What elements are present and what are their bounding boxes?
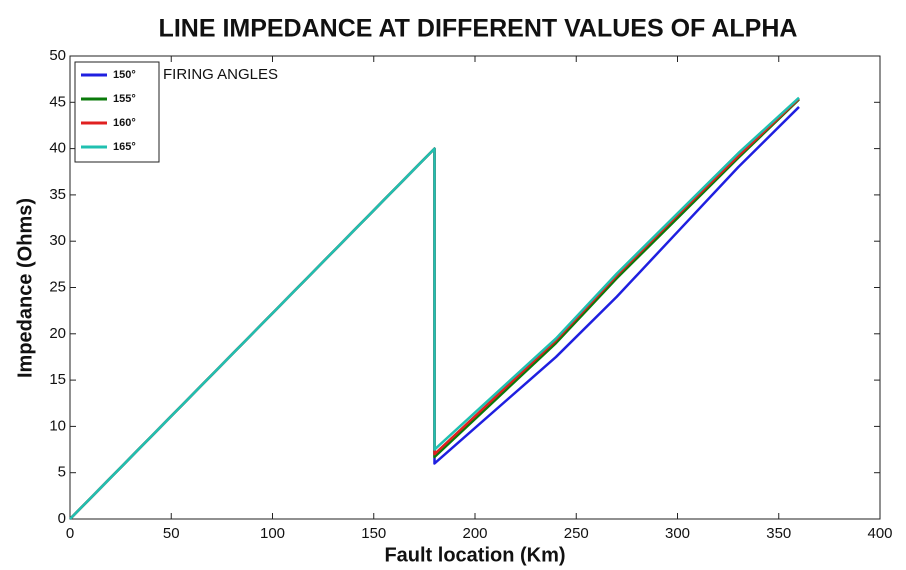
y-tick-label: 5 bbox=[58, 464, 66, 481]
y-tick-label: 50 bbox=[49, 47, 66, 64]
x-tick-label: 50 bbox=[163, 525, 180, 542]
annotation: FIRING ANGLES bbox=[163, 66, 278, 83]
chart-title: LINE IMPEDANCE AT DIFFERENT VALUES OF AL… bbox=[159, 15, 798, 43]
plot-frame bbox=[69, 55, 881, 520]
x-tick-label: 0 bbox=[66, 525, 74, 542]
x-tick-label: 350 bbox=[766, 525, 791, 542]
y-tick-label: 25 bbox=[49, 278, 66, 295]
x-tick-label: 400 bbox=[867, 525, 892, 542]
legend-label: 150° bbox=[113, 69, 136, 81]
y-tick-label: 15 bbox=[49, 371, 66, 388]
legend-label: 155° bbox=[113, 93, 136, 105]
series-line bbox=[69, 96, 800, 520]
x-tick-label: 200 bbox=[462, 525, 487, 542]
x-axis-label: Fault location (Km) bbox=[384, 544, 565, 566]
y-tick-label: 40 bbox=[49, 140, 66, 157]
y-tick-label: 0 bbox=[58, 510, 66, 527]
x-tick-label: 250 bbox=[564, 525, 589, 542]
x-tick-label: 300 bbox=[665, 525, 690, 542]
y-tick-label: 10 bbox=[49, 417, 66, 434]
x-tick-label: 150 bbox=[361, 525, 386, 542]
x-tick-label: 100 bbox=[260, 525, 285, 542]
legend-label: 160° bbox=[113, 117, 136, 129]
y-axis-label: Impedance (Ohms) bbox=[14, 198, 36, 378]
y-tick-label: 45 bbox=[49, 93, 66, 110]
legend-label: 165° bbox=[113, 141, 136, 153]
y-tick-label: 20 bbox=[49, 325, 66, 342]
legend-box bbox=[74, 61, 160, 163]
y-tick-label: 35 bbox=[49, 186, 66, 203]
y-tick-label: 30 bbox=[49, 232, 66, 249]
